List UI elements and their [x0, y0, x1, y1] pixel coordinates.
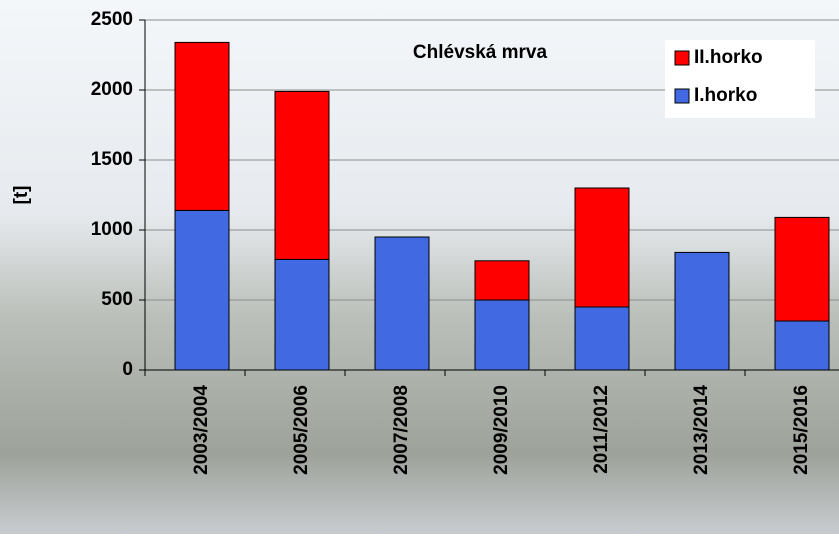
legend-swatch: [674, 88, 690, 104]
bar-segment: [474, 299, 530, 371]
y-tick-label: 0: [122, 359, 133, 380]
bar-segment: [474, 260, 530, 301]
legend-box: [665, 40, 815, 118]
bar-segment: [674, 251, 730, 371]
legend-swatch: [674, 50, 690, 66]
x-tick-label: 2003/2004: [191, 385, 212, 475]
y-tick-label: 1000: [91, 219, 133, 240]
bar-segment: [574, 306, 630, 371]
bar-segment: [774, 216, 830, 322]
bar-segment: [174, 41, 230, 211]
y-tick-label: 2500: [91, 9, 133, 30]
bar-segment: [274, 258, 330, 371]
x-tick-label: 2015/2016: [791, 385, 812, 475]
bar-segment: [374, 236, 430, 371]
x-tick-label: 2007/2008: [391, 385, 412, 475]
x-tick-label: 2013/2014: [691, 385, 712, 475]
bar-segment: [574, 187, 630, 308]
bar-segment: [174, 209, 230, 371]
y-tick-label: 2000: [91, 79, 133, 100]
x-tick-label: 2005/2006: [291, 385, 312, 475]
x-tick-label: 2011/2012: [591, 385, 612, 474]
bar-segment: [774, 320, 830, 371]
y-tick-label: 500: [101, 289, 133, 310]
bar-segment: [274, 90, 330, 260]
legend-label: I.horko: [694, 85, 757, 106]
chart-title: Chlévská mrva: [413, 42, 548, 63]
y-axis-label: [t]: [11, 186, 32, 205]
legend-label: II.horko: [694, 47, 763, 68]
x-tick-label: 2009/2010: [491, 385, 512, 475]
y-tick-label: 1500: [91, 149, 133, 170]
